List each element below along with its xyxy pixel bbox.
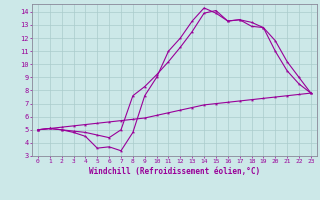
X-axis label: Windchill (Refroidissement éolien,°C): Windchill (Refroidissement éolien,°C) bbox=[89, 167, 260, 176]
